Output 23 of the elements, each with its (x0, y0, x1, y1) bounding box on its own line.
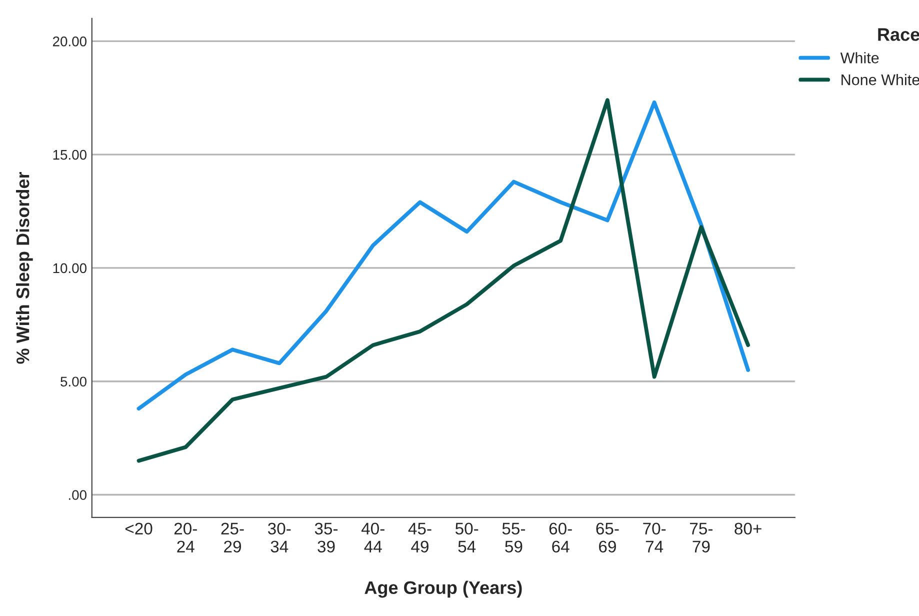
x-tick-label: 50- 54 (455, 522, 478, 552)
y-tick-label: .00 (69, 490, 86, 500)
y-tick-label: 10.00 (53, 263, 86, 274)
x-tick-label: 35- 39 (314, 522, 338, 552)
x-tick-label: 40- 44 (361, 522, 384, 552)
y-tick-label: 15.00 (53, 150, 86, 160)
x-tick-label: <20 (125, 522, 152, 535)
legend-label: None White (842, 74, 919, 86)
x-tick-label: 55- 59 (502, 522, 526, 552)
x-tick-label: 25- 29 (221, 522, 244, 552)
x-tick-label: 75- 79 (690, 522, 712, 552)
y-tick-label: 20.00 (52, 36, 86, 46)
x-tick-label: 45- 49 (408, 522, 432, 552)
x-tick-label: 30- 34 (268, 522, 291, 552)
x-tick-label: 60- 64 (549, 522, 572, 552)
x-tick-label: 65- 69 (596, 522, 619, 552)
y-tick-label: 5.00 (60, 376, 86, 387)
x-tick-label: 20- 24 (174, 522, 197, 552)
x-tick-label: 80+ (734, 522, 762, 535)
y-axis-title: % With Sleep Disorder (16, 172, 33, 364)
x-tick-label: 70- 74 (643, 522, 666, 552)
legend-label: White (840, 52, 879, 64)
x-axis-title: Age Group (Years) (364, 580, 522, 598)
